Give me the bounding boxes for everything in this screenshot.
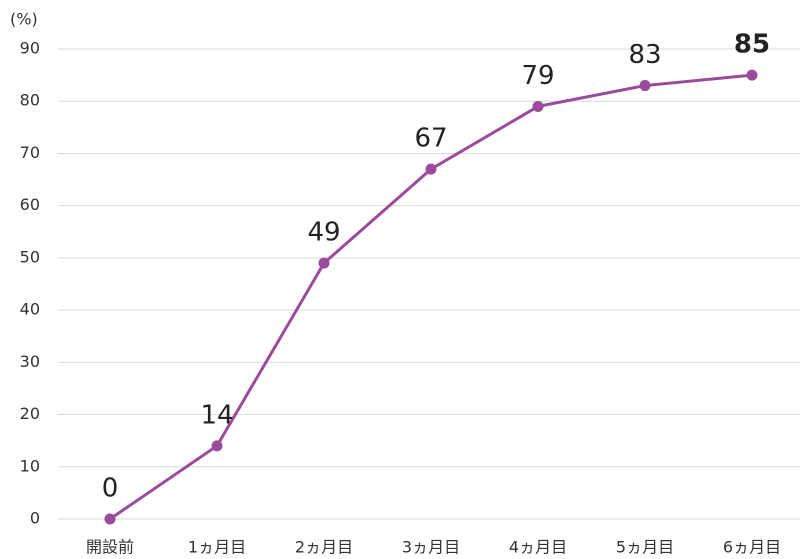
y-tick-label: 60: [20, 195, 40, 214]
x-tick-label: 5ヵ月目: [616, 538, 674, 557]
y-axis-label: (%): [10, 10, 38, 29]
point: [532, 100, 544, 112]
data-label: 49: [307, 218, 340, 248]
point: [104, 513, 116, 525]
x-tick-label: 開設前: [86, 538, 134, 557]
point: [318, 257, 330, 269]
y-tick-label: 40: [20, 300, 40, 319]
data-label: 0: [102, 474, 119, 504]
data-label: 67: [414, 124, 447, 154]
y-tick-label: 20: [20, 404, 40, 423]
x-tick-label: 6ヵ月目: [723, 538, 781, 557]
data-label: 79: [521, 61, 554, 91]
x-tick-label: 4ヵ月目: [509, 538, 567, 557]
y-tick-label: 10: [20, 456, 40, 475]
y-tick-label: 80: [20, 91, 40, 110]
point: [746, 69, 758, 81]
point: [639, 80, 651, 92]
data-label: 83: [628, 40, 661, 70]
data-label: 85: [734, 30, 770, 60]
y-tick-label: 70: [20, 143, 40, 162]
point: [211, 440, 223, 452]
y-tick-label: 90: [20, 39, 40, 58]
y-tick-label: 0: [30, 509, 40, 528]
x-tick-label: 2ヵ月目: [295, 538, 353, 557]
y-tick-label: 50: [20, 247, 40, 266]
y-tick-label: 30: [20, 352, 40, 371]
data-label: 14: [200, 400, 233, 430]
x-tick-label: 1ヵ月目: [188, 538, 246, 557]
point: [425, 163, 437, 175]
x-tick-label: 3ヵ月目: [402, 538, 460, 557]
